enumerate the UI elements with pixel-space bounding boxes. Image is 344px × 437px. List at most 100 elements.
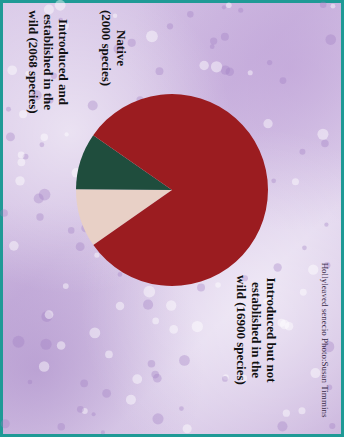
label-line: established in the xyxy=(41,14,56,110)
flower xyxy=(64,132,68,136)
flower xyxy=(143,300,153,310)
label-line: Introduced but not xyxy=(264,277,279,383)
flower xyxy=(116,302,124,310)
flower xyxy=(320,2,327,9)
flower xyxy=(55,0,66,11)
flower xyxy=(1,419,10,428)
slice xyxy=(93,94,268,286)
flower xyxy=(331,4,336,9)
flower xyxy=(222,376,228,382)
flower xyxy=(13,336,25,348)
flower xyxy=(18,152,25,159)
flower xyxy=(40,339,51,350)
flower xyxy=(280,320,289,329)
flower xyxy=(57,423,65,431)
flower xyxy=(89,327,100,338)
chart: Introduced andestablished in thewild (20… xyxy=(0,0,344,437)
flower xyxy=(310,368,320,378)
flower xyxy=(6,107,11,112)
flower xyxy=(63,283,69,289)
flower xyxy=(105,351,113,359)
flower xyxy=(76,242,85,251)
flower xyxy=(199,61,208,70)
flower xyxy=(280,77,287,84)
flower xyxy=(325,34,336,45)
flower xyxy=(39,361,49,371)
flower xyxy=(179,406,184,411)
slice-label: Native(2000 species) xyxy=(99,10,129,86)
flower xyxy=(7,65,17,75)
flower xyxy=(18,158,26,166)
flower xyxy=(167,23,173,29)
flower xyxy=(222,5,226,9)
flower xyxy=(283,410,290,417)
flower xyxy=(302,246,307,251)
flower xyxy=(329,423,335,429)
flower xyxy=(271,178,276,183)
flower xyxy=(34,194,44,204)
label-text: (2000 species) xyxy=(99,10,114,86)
label-text: Native xyxy=(114,30,129,66)
flower xyxy=(0,209,8,217)
flower xyxy=(118,272,123,277)
label-line: wild (2068 species) xyxy=(26,10,41,113)
flower xyxy=(211,61,222,72)
flower xyxy=(317,129,328,140)
flower xyxy=(9,241,19,251)
pie xyxy=(76,94,268,286)
flower xyxy=(274,263,282,271)
flower xyxy=(146,30,158,42)
flower xyxy=(77,406,84,413)
flower xyxy=(101,430,105,434)
flower xyxy=(45,310,54,319)
flower xyxy=(183,424,192,433)
flower xyxy=(298,407,305,414)
flower xyxy=(166,300,176,310)
flower xyxy=(28,380,33,385)
flower xyxy=(152,413,163,424)
flower xyxy=(187,11,194,18)
flower xyxy=(169,325,178,334)
label-text: Introduced and xyxy=(56,19,71,106)
label-line: established in the xyxy=(249,282,264,378)
label-text: wild xyxy=(234,275,249,300)
flower xyxy=(210,44,215,49)
flower xyxy=(94,253,99,258)
flower xyxy=(210,37,217,44)
flower xyxy=(179,355,190,366)
flower xyxy=(192,321,203,332)
label-text: wild xyxy=(26,10,41,35)
flower xyxy=(36,213,43,220)
flower xyxy=(92,412,96,416)
slice-label: Introduced but notestablished in thewild… xyxy=(234,275,279,385)
flower xyxy=(57,341,66,350)
label-line: wild (16900 species) xyxy=(234,275,249,385)
flower xyxy=(80,379,88,387)
flower xyxy=(88,101,98,111)
flower xyxy=(151,371,159,379)
flower xyxy=(221,33,229,41)
flower xyxy=(39,142,44,147)
credit: Hollyleaved senecio Photo:Susan Timmins xyxy=(320,263,330,418)
label-line: (2000 species) xyxy=(99,10,114,86)
flower xyxy=(152,318,159,325)
flower xyxy=(308,264,318,274)
label-line: Native xyxy=(114,30,129,66)
flower xyxy=(197,284,205,292)
label-text: Introduced but not xyxy=(264,277,279,383)
label-text: established in the xyxy=(41,14,56,110)
slice-label: Introduced andestablished in thewild (20… xyxy=(26,10,71,113)
flower xyxy=(299,149,305,155)
flower xyxy=(68,227,75,234)
flower xyxy=(148,360,156,368)
flower xyxy=(132,374,142,384)
flower xyxy=(226,2,232,8)
flower xyxy=(6,132,15,141)
flower xyxy=(126,395,136,405)
flower xyxy=(44,4,54,14)
flower xyxy=(15,176,24,185)
label-text: established in the xyxy=(249,282,264,378)
flower xyxy=(215,282,221,288)
flower xyxy=(102,389,111,398)
flower xyxy=(248,70,253,75)
